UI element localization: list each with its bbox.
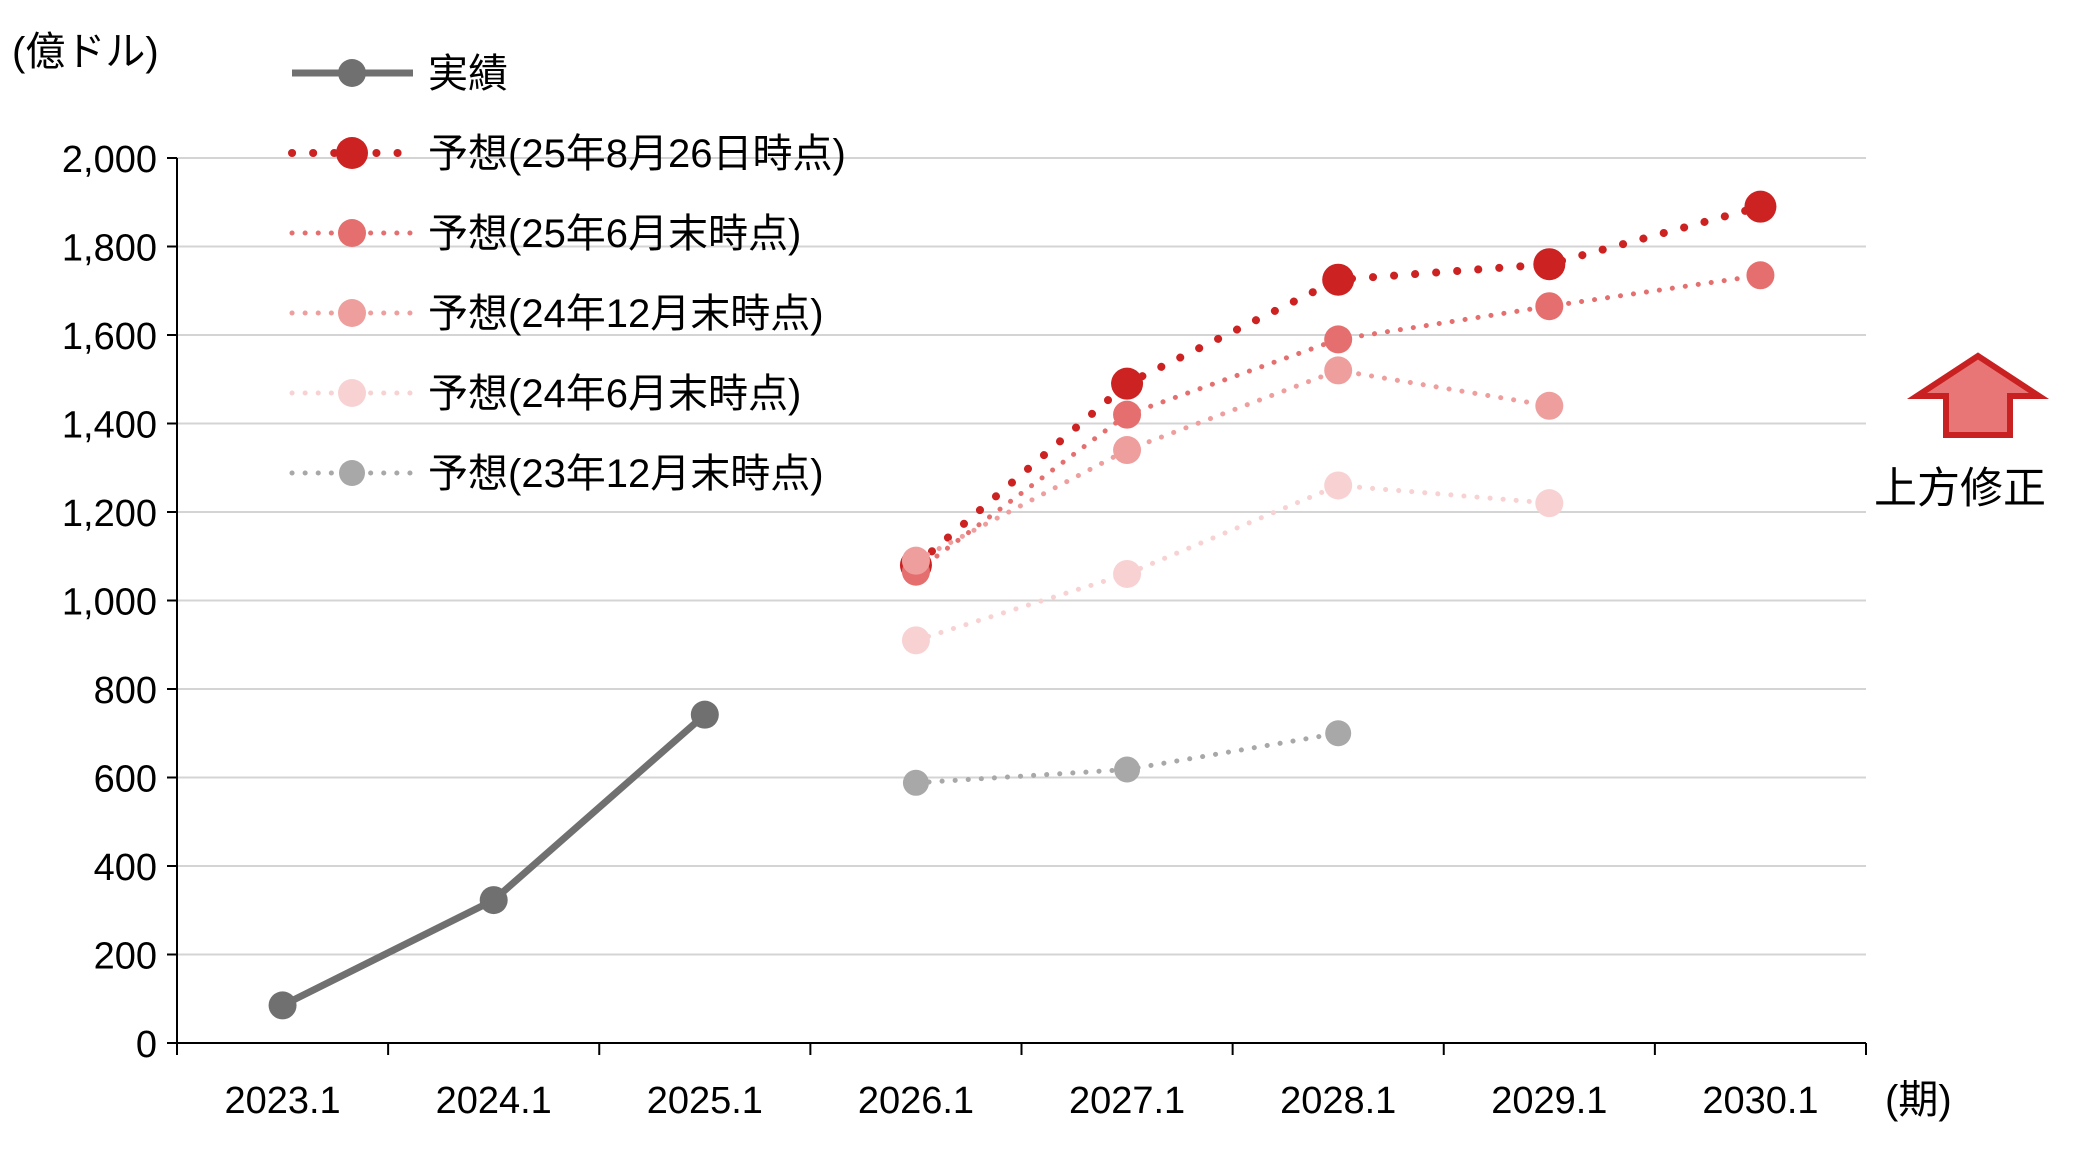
data-point [1324,356,1353,385]
data-point [1533,248,1566,281]
y-tick-label: 1,600 [62,316,157,358]
y-tick-label: 1,400 [62,405,157,447]
y-tick-label: 1,000 [62,582,157,624]
up-arrow-icon [1906,352,2050,438]
y-tick-label: 400 [94,847,157,889]
legend-item: 実績 [292,52,508,96]
legend-item: 予想(25年8月26日時点) [288,132,846,176]
legend-label: 予想(25年8月26日時点) [428,132,846,176]
x-tick-label: 2028.1 [1280,1080,1396,1122]
legend-marker [336,137,368,169]
legend-label: 予想(24年12月末時点) [428,292,824,336]
data-point [1324,325,1353,354]
y-axis-label: (億ドル) [12,30,159,74]
series-0 [268,700,719,1020]
series-4 [901,471,1564,655]
y-tick-label: 1,200 [62,493,157,535]
series-line [913,367,1552,564]
data-point [268,991,297,1020]
legend-marker [338,379,366,407]
x-tick-label: 2024.1 [436,1080,552,1122]
annotation: 上方修正 [1874,352,2050,513]
x-tick-label: 2025.1 [647,1080,763,1122]
legend-label: 実績 [428,52,508,96]
legend-item: 予想(23年12月末時点) [289,452,824,496]
y-tick-label: 2,000 [62,139,157,181]
legend-marker [338,59,366,87]
y-tick-label: 600 [94,759,157,801]
series-1 [899,190,1777,582]
x-tick-label: 2030.1 [1702,1080,1818,1122]
legend-label: 予想(25年6月末時点) [428,212,801,256]
legend-item: 予想(24年6月末時点) [289,372,801,416]
series-line [913,482,1552,643]
series-3 [901,356,1564,575]
series-line [281,712,708,1009]
data-point [1111,367,1144,400]
x-tick-label: 2023.1 [224,1080,340,1122]
series-line [913,272,1763,575]
data-point [902,769,929,796]
data-point [690,700,719,729]
y-tick-label: 200 [94,936,157,978]
axes: 0 200 400 600 800 1,000 1,200 1,400 1,600 1,800 2,… [62,139,1867,1122]
legend-item: 予想(25年6月末時点) [289,212,801,256]
data-point [901,626,930,655]
data-point [1535,489,1564,518]
legend-marker [338,299,366,327]
data-point [1322,263,1355,296]
data-point [1324,471,1353,500]
data-point [1535,292,1564,321]
data-point [1113,559,1142,588]
legend-label: 予想(23年12月末時点) [428,452,824,496]
data-point [1113,436,1142,465]
data-point [1535,391,1564,420]
data-point [1746,261,1775,290]
data-point [901,546,930,575]
series-lines [268,190,1777,1020]
y-tick-label: 800 [94,670,157,712]
data-point [1744,190,1777,223]
gridlines [177,157,1866,956]
annotation-text: 上方修正 [1874,465,2046,513]
legend-label: 予想(24年6月末時点) [428,372,801,416]
series-line [911,202,1765,570]
series-5 [902,720,1352,796]
y-tick-label: 1,800 [62,228,157,270]
legend-item: 予想(24年12月末時点) [289,292,824,336]
y-tick-label: 0 [136,1024,157,1066]
legend-marker [338,219,366,247]
x-axis-label: (期) [1885,1078,1952,1122]
x-tick-label: 2027.1 [1069,1080,1185,1122]
data-point [479,886,508,915]
x-tick-label: 2026.1 [858,1080,974,1122]
x-tick-label: 2029.1 [1491,1080,1607,1122]
data-point [1114,756,1141,783]
legend-marker [339,460,365,486]
data-point [1113,400,1142,429]
data-point [1325,720,1352,747]
